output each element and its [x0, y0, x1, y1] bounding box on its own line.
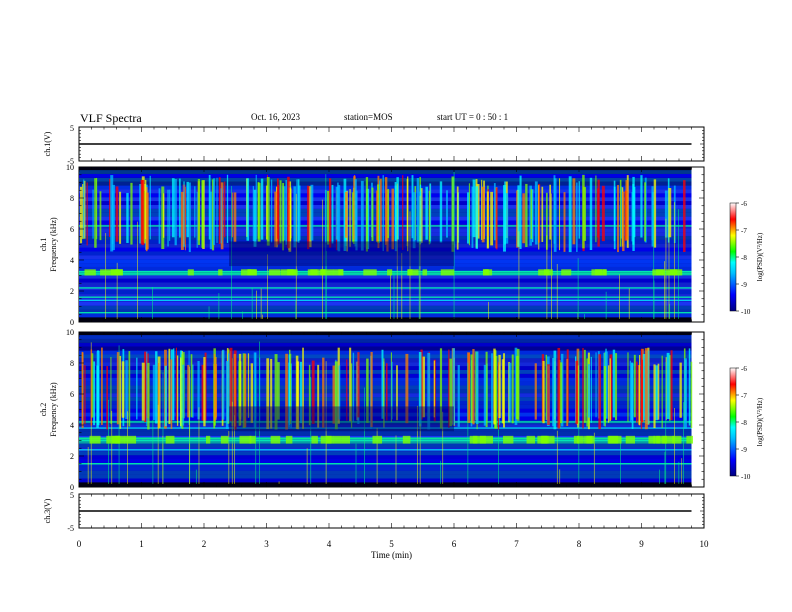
colorbar-tick-label: -7 — [741, 227, 747, 235]
date-label: Oct. 16, 2023 — [251, 112, 300, 122]
x-tick-label: 7 — [514, 539, 519, 549]
y-tick-label: 2 — [70, 287, 74, 296]
y-tick-label: 0 — [70, 483, 74, 492]
colorbar-tick-label: -9 — [741, 446, 747, 454]
ch2-spectrogram — [79, 332, 693, 487]
x-tick-label: 0 — [77, 539, 82, 549]
y-tick-label: 8 — [70, 359, 74, 368]
y-tick-label: 5 — [70, 491, 74, 500]
y-axis-label: ch.3(V) — [43, 498, 52, 523]
y-tick-label: 6 — [70, 390, 74, 399]
y-tick-label: 10 — [66, 163, 74, 172]
x-tick-label: 6 — [452, 539, 457, 549]
x-tick-label: 10 — [700, 539, 710, 549]
y-axis-label: ch.1(V) — [43, 131, 52, 156]
x-tick-label: 8 — [577, 539, 582, 549]
colorbar-tick-label: -8 — [741, 419, 747, 427]
y-tick-label: 4 — [70, 421, 74, 430]
colorbar-ch2 — [729, 367, 737, 477]
colorbar-tick-label: -8 — [741, 254, 747, 262]
y-tick-label: 5 — [70, 124, 74, 133]
colorbar-label: log(PSD)(V²/Hz) — [756, 397, 764, 446]
x-axis-label: Time (min) — [371, 550, 412, 560]
chart-title: VLF Spectra — [80, 111, 142, 125]
colorbar-tick-label: -10 — [741, 473, 751, 481]
y-tick-label: -5 — [67, 524, 74, 533]
y-tick-label: 0 — [70, 318, 74, 327]
colorbar-tick-label: -6 — [741, 200, 747, 208]
x-tick-label: 1 — [139, 539, 144, 549]
x-tick-label: 4 — [327, 539, 332, 549]
y-axis-label: Frequency (kHz) — [49, 217, 58, 272]
y-tick-label: 10 — [66, 328, 74, 337]
y-axis-label: ch.2 — [39, 403, 48, 417]
x-tick-label: 2 — [202, 539, 207, 549]
colorbar-tick-label: -6 — [741, 365, 747, 373]
x-tick-label: 5 — [389, 539, 394, 549]
y-tick-label: 6 — [70, 225, 74, 234]
y-tick-label: -5 — [67, 157, 74, 166]
y-axis-label: ch.1 — [39, 238, 48, 252]
y-tick-label: 4 — [70, 256, 74, 265]
y-tick-label: 8 — [70, 194, 74, 203]
start-time-label: start UT = 0 : 50 : 1 — [437, 112, 509, 122]
x-tick-label: 9 — [639, 539, 644, 549]
x-tick-label: 3 — [264, 539, 269, 549]
ch1-spectrogram — [79, 167, 692, 322]
colorbar-tick-label: -9 — [741, 281, 747, 289]
y-tick-label: 2 — [70, 452, 74, 461]
colorbar-tick-label: -7 — [741, 392, 747, 400]
colorbar-tick-label: -10 — [741, 308, 751, 316]
y-axis-label: Frequency (kHz) — [49, 382, 58, 437]
colorbar-label: log(PSD)(V²/Hz) — [756, 232, 764, 281]
colorbar-ch1 — [729, 202, 737, 312]
station-label: station=MOS — [344, 112, 393, 122]
